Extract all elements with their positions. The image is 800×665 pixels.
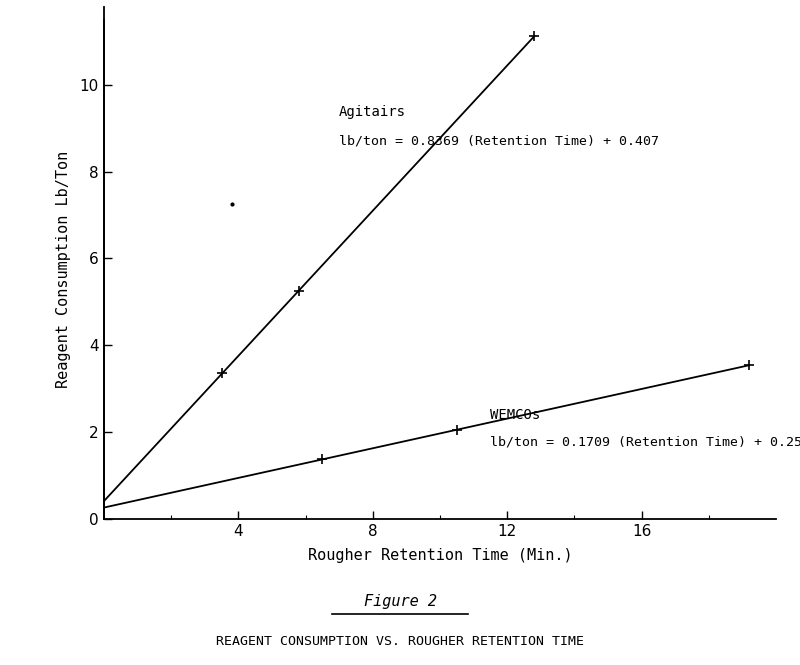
Text: lb/ton = 0.8369 (Retention Time) + 0.407: lb/ton = 0.8369 (Retention Time) + 0.407 — [339, 135, 659, 148]
Text: REAGENT CONSUMPTION VS. ROUGHER RETENTION TIME: REAGENT CONSUMPTION VS. ROUGHER RETENTIO… — [216, 635, 584, 648]
Text: WEMCOs: WEMCOs — [490, 408, 541, 422]
Text: lb/ton = 0.1709 (Retention Time) + 0.257: lb/ton = 0.1709 (Retention Time) + 0.257 — [490, 436, 800, 448]
Text: Agitairs: Agitairs — [339, 104, 406, 118]
X-axis label: Rougher Retention Time (Min.): Rougher Retention Time (Min.) — [308, 547, 572, 563]
Text: Figure 2: Figure 2 — [363, 595, 437, 609]
Y-axis label: Reagent Consumption Lb/Ton: Reagent Consumption Lb/Ton — [56, 151, 71, 388]
